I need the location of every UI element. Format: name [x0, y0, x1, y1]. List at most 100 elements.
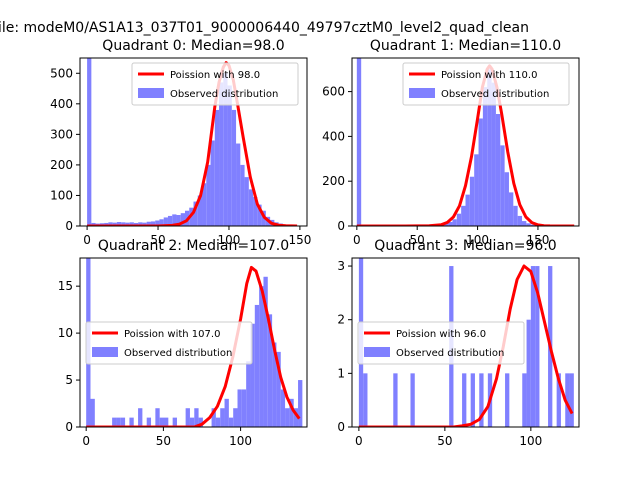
histogram-bar	[289, 398, 294, 427]
legend-label-observed: Observed distribution	[124, 348, 232, 359]
histogram-bar	[500, 145, 505, 226]
histogram-bar	[522, 373, 527, 427]
histogram-bar	[356, 58, 362, 226]
y-tick-label: 10	[58, 326, 73, 340]
legend-label-poisson: Poission with 110.0	[441, 70, 537, 81]
histogram-bar	[197, 195, 203, 226]
histogram-bar	[469, 176, 475, 226]
x-tick-label: 150	[288, 233, 311, 247]
histogram-bar	[393, 373, 398, 427]
legend-label-observed: Observed distribution	[441, 89, 549, 100]
legend-bar-swatch	[138, 88, 164, 98]
histogram-bar	[236, 143, 241, 226]
histogram-bar	[228, 417, 234, 427]
histogram-bar	[530, 224, 536, 226]
histogram-bar	[138, 222, 143, 226]
y-tick-label: 200	[322, 174, 345, 188]
histogram-bar	[565, 373, 570, 427]
axes-frame	[79, 257, 308, 428]
panel-title: Quadrant 0: Median=98.0	[102, 38, 284, 54]
histogram-bar	[116, 222, 122, 226]
histogram-bar	[219, 82, 224, 226]
x-tick-label: 50	[150, 233, 165, 247]
legend: Poission with 96.0 Observed distribution	[357, 321, 525, 365]
panel-quadrant-2: 0 50 100 0 5 10 15 Quadrant 2: Median=107.0 Pois…	[58, 238, 308, 448]
histogram-bar	[298, 380, 303, 427]
x-tick-label: 0	[353, 233, 361, 247]
histogram-bar	[240, 164, 245, 226]
legend-label-poisson: Poission with 98.0	[170, 70, 260, 81]
y-tick-label: 0	[65, 420, 73, 434]
histogram-bar	[150, 221, 156, 226]
legend: Poission with 98.0 Observed distribution	[131, 62, 299, 106]
histogram-bar	[112, 417, 117, 427]
legend-box	[131, 62, 299, 106]
axes-frame	[351, 257, 580, 428]
histogram-bar	[233, 408, 238, 427]
x-tick-label: 150	[526, 233, 549, 247]
histogram-bar	[159, 417, 165, 427]
y-tick-label: 200	[50, 158, 73, 172]
histogram-bar	[443, 223, 449, 226]
y-tick-label: 400	[50, 97, 73, 111]
histogram-bar	[474, 154, 479, 226]
figure-suptitle: a file: modeM0/AS1A13_037T01_9000006440_…	[0, 20, 529, 36]
histogram-bar	[478, 118, 483, 226]
histogram-bar	[90, 398, 95, 427]
histogram-bar	[285, 408, 290, 427]
histogram-bar	[129, 222, 134, 226]
histogram-bar	[231, 109, 237, 226]
legend: Poission with 110.0 Observed distribution	[402, 62, 570, 106]
histogram-bar	[526, 223, 531, 226]
histogram-bar	[172, 214, 177, 226]
histogram-bar	[112, 222, 117, 226]
histogram-bar	[194, 408, 199, 427]
legend-box	[357, 321, 525, 365]
histogram-bar	[185, 408, 190, 427]
x-tick-label: 0	[355, 434, 363, 448]
panel-title: Quadrant 2: Median=107.0	[98, 238, 289, 254]
histogram-bar	[87, 58, 92, 226]
histogram-bar	[206, 164, 211, 226]
histogram-bar	[241, 389, 247, 427]
legend-label-observed: Observed distribution	[170, 89, 278, 100]
panel-title: Quadrant 1: Median=110.0	[370, 38, 561, 54]
y-tick-label: 100	[50, 188, 73, 202]
histogram-bar	[224, 398, 229, 427]
histogram-bar	[202, 183, 207, 226]
histogram-bar	[253, 196, 258, 226]
histogram-bar	[569, 373, 574, 427]
histogram-bar	[172, 417, 177, 427]
y-tick-label: 400	[322, 129, 345, 143]
histogram-bar	[155, 408, 160, 427]
histogram-bar	[164, 417, 169, 427]
histogram-bar	[215, 417, 221, 427]
histogram-bar	[280, 389, 286, 427]
histogram-bar	[508, 192, 514, 226]
histogram-bar	[513, 205, 518, 226]
legend-box	[85, 321, 253, 365]
histogram-bar	[189, 417, 195, 427]
histogram-bar	[410, 373, 415, 427]
histogram-bar	[237, 389, 242, 427]
histogram-bar	[461, 205, 466, 226]
histogram-bar	[120, 417, 126, 427]
histogram-bar	[104, 222, 109, 226]
histogram-bar	[91, 222, 96, 226]
y-tick-label: 2	[337, 313, 345, 327]
histogram-bar	[522, 221, 527, 226]
histogram-bar	[244, 177, 249, 226]
histogram-bar	[214, 109, 220, 226]
histogram-bar	[363, 373, 368, 427]
y-tick-label: 3	[337, 259, 345, 273]
y-tick-label: 0	[337, 219, 345, 233]
y-tick-label: 0	[337, 420, 345, 434]
histogram-bar	[133, 222, 139, 226]
histogram-bar	[210, 140, 215, 226]
axes-frame	[351, 57, 580, 227]
x-tick-label: 50	[156, 434, 171, 448]
histogram-bar	[167, 215, 173, 226]
legend-label-poisson: Poission with 107.0	[124, 329, 220, 340]
histogram-bar	[193, 201, 198, 226]
histogram-bar	[250, 323, 255, 427]
